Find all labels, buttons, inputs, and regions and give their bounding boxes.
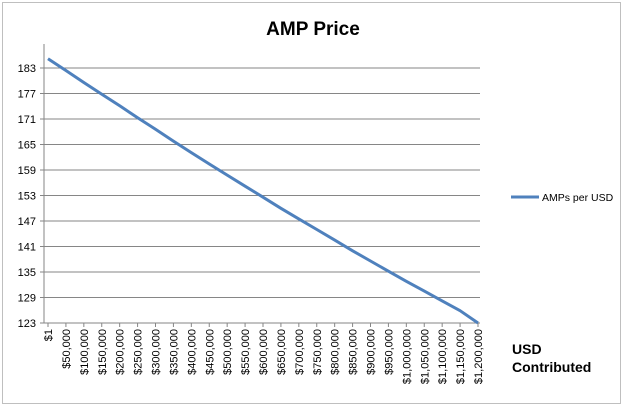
x-tick-label-3: $150,000 xyxy=(97,329,109,375)
series-group xyxy=(47,57,479,325)
x-tick-label-13: $650,000 xyxy=(276,329,288,375)
x-tick-label-12: $600,000 xyxy=(258,329,270,375)
x-tick-label-11: $550,000 xyxy=(240,329,252,375)
x-tick-label-19: $950,000 xyxy=(383,329,395,375)
x-tick-label-24: $1,200,000 xyxy=(473,329,485,384)
y-tick-label-123: 123 xyxy=(18,318,36,330)
y-tick-label-129: 129 xyxy=(18,293,36,305)
x-tick-label-7: $350,000 xyxy=(168,329,180,375)
x-tick-label-23: $1,150,000 xyxy=(455,329,467,384)
x-tick-label-0: $1 xyxy=(43,329,55,341)
x-tick-label-5: $250,000 xyxy=(133,329,145,375)
x-tick-label-14: $700,000 xyxy=(294,329,306,375)
y-tick-label-177: 177 xyxy=(18,89,36,101)
x-tick-label-15: $750,000 xyxy=(312,329,324,375)
y-tick-label-183: 183 xyxy=(18,63,36,75)
x-axis-title: USD xyxy=(512,341,542,357)
x-tick-label-18: $900,000 xyxy=(366,329,378,375)
x-tick-label-9: $450,000 xyxy=(204,329,216,375)
y-tick-label-141: 141 xyxy=(18,242,36,254)
x-axis-tick-labels: $1 $50,000 $100,000 $150,000 $200,000 $250,00… xyxy=(43,323,485,384)
series-line-amps-per-usd xyxy=(47,57,479,325)
legend: AMPs per USD xyxy=(511,192,614,204)
x-tick-label-20: $1,000,000 xyxy=(401,329,413,384)
y-tick-label-165: 165 xyxy=(18,140,36,152)
x-tick-label-4: $200,000 xyxy=(115,329,127,375)
x-tick-label-16: $800,000 xyxy=(330,329,342,375)
chart-title: AMP Price xyxy=(266,19,360,40)
y-tick-label-147: 147 xyxy=(18,216,36,228)
axes xyxy=(43,44,480,324)
x-tick-label-17: $850,000 xyxy=(348,329,360,375)
x-tick-label-2: $100,000 xyxy=(79,329,91,375)
y-axis-tick-labels: 123 129 135 141 147 153 159 165 171 177 183 xyxy=(18,63,36,330)
y-tick-label-153: 153 xyxy=(18,191,36,203)
x-tick-label-10: $500,000 xyxy=(222,329,234,375)
x-tick-label-1: $50,000 xyxy=(61,329,73,369)
y-tick-label-171: 171 xyxy=(18,114,36,126)
x-tick-label-21: $1,050,000 xyxy=(419,329,431,384)
x-tick-label-22: $1,100,000 xyxy=(437,329,449,384)
x-tick-label-6: $300,000 xyxy=(151,329,163,375)
y-tick-label-135: 135 xyxy=(18,267,36,279)
x-tick-label-8: $400,000 xyxy=(186,329,198,375)
legend-label-amps-per-usd: AMPs per USD xyxy=(542,192,614,204)
y-tick-label-159: 159 xyxy=(18,165,36,177)
x-axis-title-line-2: Contributed xyxy=(512,359,591,375)
chart-frame xyxy=(2,2,621,404)
